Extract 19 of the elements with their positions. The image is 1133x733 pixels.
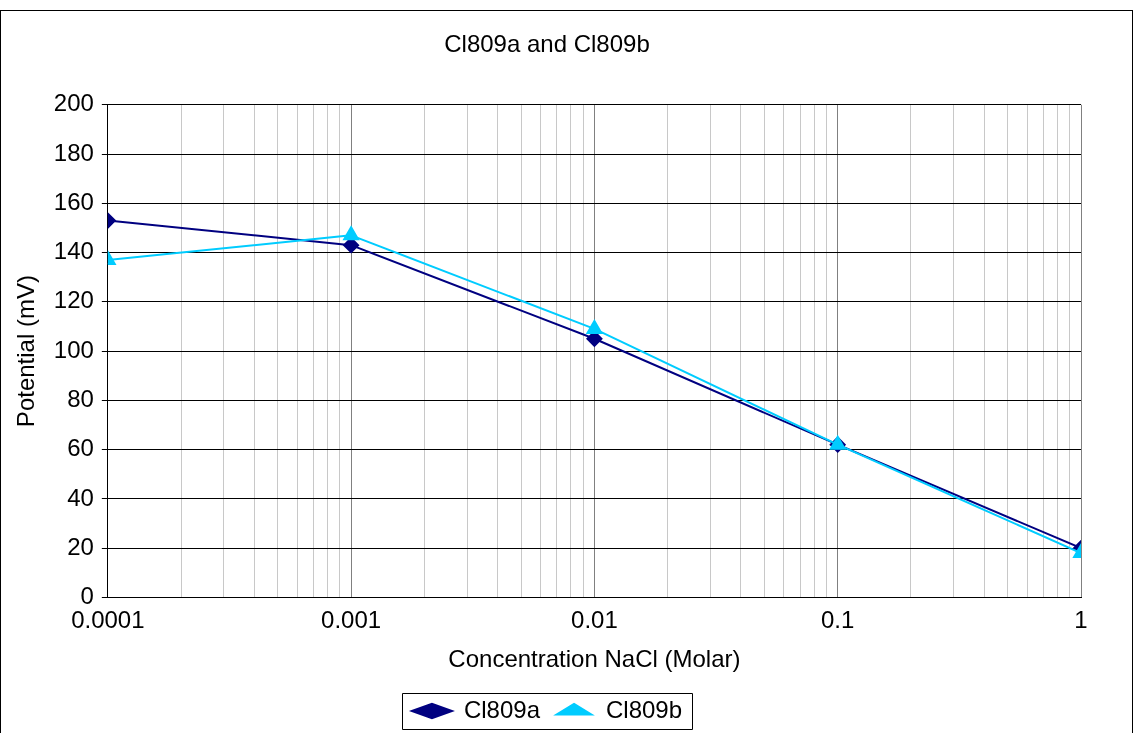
chart-title: Cl809a and Cl809b [444,30,650,58]
legend-label: Cl809a [463,695,541,723]
x-axis-title: Concentration NaCl (Molar) [448,645,741,673]
y-tick-label: 200 [53,89,94,117]
y-tick-label: 20 [67,532,94,560]
y-tick-label: 120 [53,286,94,314]
y-tick-label: 80 [67,384,94,412]
y-tick-label: 40 [67,483,94,511]
y-axis-title: Potential (mV) [12,275,40,428]
x-tick-label: 0.001 [321,606,382,634]
legend-label: Cl809b [606,695,683,723]
y-tick-label: 60 [67,434,94,462]
y-tick-label: 180 [53,138,94,166]
x-tick-label: 0.1 [821,606,855,634]
y-tick-label: 160 [53,187,94,215]
y-tick-label: 100 [53,335,94,363]
y-tick-label: 140 [53,237,94,265]
x-tick-label: 0.01 [571,606,618,634]
x-tick-label: 1 [1074,606,1088,634]
